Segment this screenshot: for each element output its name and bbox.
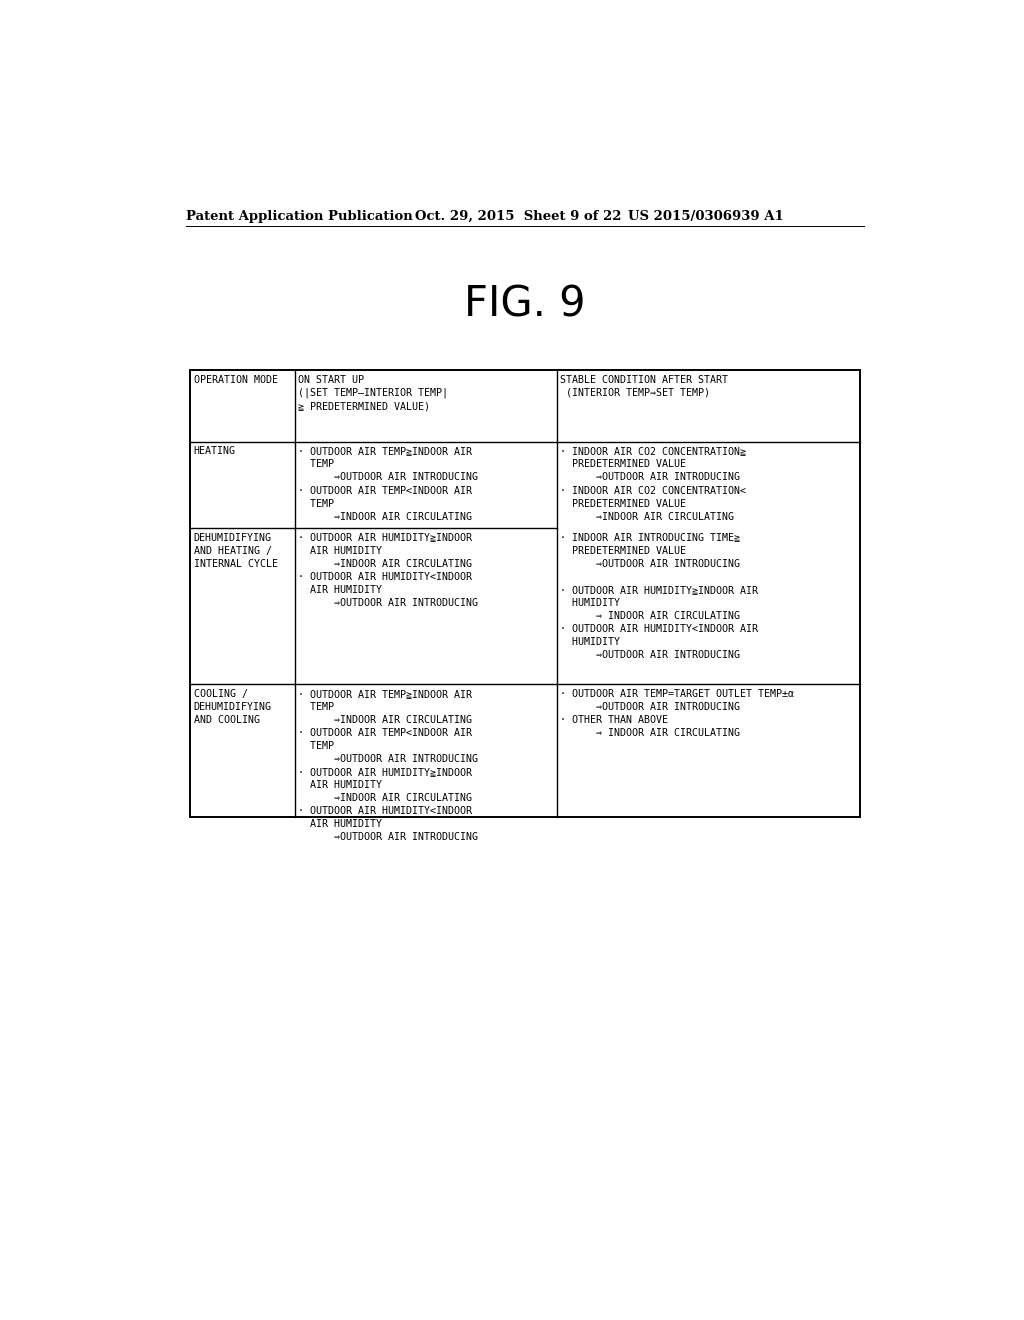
Text: · OUTDOOR AIR TEMP≧INDOOR AIR
  TEMP
      ⇒INDOOR AIR CIRCULATING
· OUTDOOR AIR: · OUTDOOR AIR TEMP≧INDOOR AIR TEMP ⇒INDO…	[299, 689, 478, 842]
Text: · INDOOR AIR INTRODUCING TIME≧
  PREDETERMINED VALUE
      ⇒OUTDOOR AIR INTRODUC: · INDOOR AIR INTRODUCING TIME≧ PREDETERM…	[560, 533, 759, 660]
Text: FIG. 9: FIG. 9	[464, 284, 586, 326]
Text: ON START UP
(|SET TEMP—INTERIOR TEMP|
≧ PREDETERMINED VALUE): ON START UP (|SET TEMP—INTERIOR TEMP| ≧ …	[299, 375, 449, 412]
Text: · OUTDOOR AIR TEMP≧INDOOR AIR
  TEMP
      ⇒OUTDOOR AIR INTRODUCING
· OUTDOOR AI: · OUTDOOR AIR TEMP≧INDOOR AIR TEMP ⇒OUTD…	[299, 446, 478, 521]
Text: OPERATION MODE: OPERATION MODE	[194, 375, 278, 384]
Text: US 2015/0306939 A1: US 2015/0306939 A1	[628, 210, 783, 223]
Text: Oct. 29, 2015  Sheet 9 of 22: Oct. 29, 2015 Sheet 9 of 22	[415, 210, 622, 223]
Text: · OUTDOOR AIR HUMIDITY≧INDOOR
  AIR HUMIDITY
      ⇒INDOOR AIR CIRCULATING
· OUT: · OUTDOOR AIR HUMIDITY≧INDOOR AIR HUMIDI…	[299, 533, 478, 607]
Text: · OUTDOOR AIR TEMP=TARGET OUTLET TEMP±α
      ⇒OUTDOOR AIR INTRODUCING
· OTHER T: · OUTDOOR AIR TEMP=TARGET OUTLET TEMP±α …	[560, 689, 795, 738]
Bar	[190, 370, 860, 817]
Text: STABLE CONDITION AFTER START
 (INTERIOR TEMP⇒SET TEMP): STABLE CONDITION AFTER START (INTERIOR T…	[560, 375, 728, 397]
Text: COOLING /
DEHUMIDIFYING
AND COOLING: COOLING / DEHUMIDIFYING AND COOLING	[194, 689, 272, 725]
Text: DEHUMIDIFYING
AND HEATING /
INTERNAL CYCLE: DEHUMIDIFYING AND HEATING / INTERNAL CYC…	[194, 533, 278, 569]
Text: HEATING: HEATING	[194, 446, 236, 457]
Text: · INDOOR AIR CO2 CONCENTRATION≧
  PREDETERMINED VALUE
      ⇒OUTDOOR AIR INTRODU: · INDOOR AIR CO2 CONCENTRATION≧ PREDETER…	[560, 446, 746, 521]
Text: Patent Application Publication: Patent Application Publication	[186, 210, 413, 223]
